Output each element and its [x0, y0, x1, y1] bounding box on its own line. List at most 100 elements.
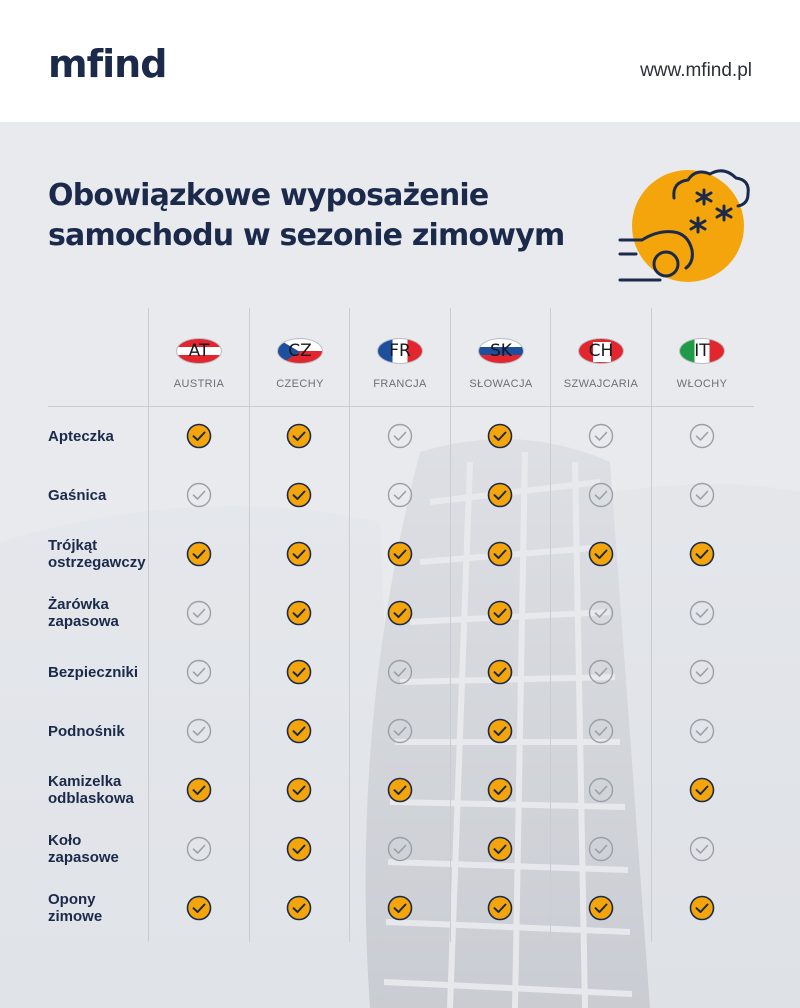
required-check-icon: [487, 659, 513, 685]
country-code: CH: [588, 341, 614, 361]
required-check-icon: [286, 541, 312, 567]
required-check-icon: [286, 895, 312, 921]
row-label-line: Żarówka: [48, 596, 109, 613]
country-code: SK: [490, 341, 512, 361]
column-divider: [249, 308, 250, 942]
country-name: SŁOWACJA: [469, 378, 533, 390]
country-slowacja: SK SŁOWACJA: [451, 338, 551, 390]
title-line-1: Obowiązkowe wyposażenie: [48, 178, 489, 213]
optional-check-icon: [588, 482, 614, 508]
row-label-line: Apteczka: [48, 427, 114, 445]
header-divider: [48, 406, 754, 407]
required-check-icon: [487, 718, 513, 744]
required-check-icon: [689, 777, 715, 803]
required-check-icon: [487, 423, 513, 449]
required-check-icon: [186, 423, 212, 449]
country-code: IT: [694, 341, 710, 361]
row-label: Kamizelka odblaskowa: [48, 773, 158, 807]
row-label-line: Trójkąt: [48, 537, 98, 554]
required-check-icon: [186, 541, 212, 567]
required-check-icon: [387, 777, 413, 803]
row-label: Żarówka zapasowa: [48, 596, 158, 630]
required-check-icon: [387, 541, 413, 567]
page-title: Obowiązkowe wyposażenie samochodu w sezo…: [48, 176, 565, 256]
required-check-icon: [689, 895, 715, 921]
required-check-icon: [286, 423, 312, 449]
country-austria: AT AUSTRIA: [149, 338, 249, 390]
row-label-line: zapasowa: [48, 613, 119, 630]
column-divider: [651, 308, 652, 942]
optional-check-icon: [186, 600, 212, 626]
country-code: FR: [389, 341, 411, 361]
site-url[interactable]: www.mfind.pl: [640, 60, 752, 81]
row-label-line: Kamizelka: [48, 773, 122, 790]
row-label: Apteczka: [48, 428, 158, 445]
row-label-line: ostrzegawczy: [48, 554, 146, 571]
required-check-icon: [588, 895, 614, 921]
flag-wlochy-icon: IT: [679, 338, 725, 364]
country-name: AUSTRIA: [173, 378, 225, 390]
country-name: CZECHY: [276, 378, 324, 390]
main-panel: Obowiązkowe wyposażenie samochodu w sezo…: [0, 122, 800, 1008]
required-check-icon: [487, 836, 513, 862]
required-check-icon: [387, 895, 413, 921]
row-label-line: Podnośnik: [48, 722, 125, 740]
country-code: AT: [188, 341, 210, 361]
optional-check-icon: [387, 423, 413, 449]
flag-francja-icon: FR: [377, 338, 423, 364]
column-divider: [450, 308, 451, 942]
required-check-icon: [387, 600, 413, 626]
country-name: FRANCJA: [373, 378, 427, 390]
row-label-line: zimowe: [48, 908, 103, 925]
row-label-line: zapasowe: [48, 849, 119, 866]
optional-check-icon: [588, 659, 614, 685]
optional-check-icon: [689, 482, 715, 508]
required-check-icon: [286, 482, 312, 508]
row-label-line: Koło: [48, 832, 82, 849]
column-divider: [550, 308, 551, 942]
required-check-icon: [286, 718, 312, 744]
optional-check-icon: [588, 836, 614, 862]
optional-check-icon: [689, 836, 715, 862]
row-label: Gaśnica: [48, 487, 158, 504]
row-label: Bezpieczniki: [48, 664, 158, 681]
optional-check-icon: [588, 423, 614, 449]
required-check-icon: [487, 895, 513, 921]
flag-czechy-icon: CZ: [277, 338, 323, 364]
country-francja: FR FRANCJA: [350, 338, 450, 390]
country-name: WŁOCHY: [676, 378, 728, 390]
column-divider: [349, 308, 350, 942]
required-check-icon: [588, 541, 614, 567]
optional-check-icon: [588, 718, 614, 744]
required-check-icon: [186, 895, 212, 921]
row-label-line: Bezpieczniki: [48, 663, 139, 681]
flag-szwajcaria-icon: CH: [578, 338, 624, 364]
title-line-2: samochodu w sezonie zimowym: [48, 218, 565, 253]
row-label-line: Gaśnica: [48, 486, 107, 504]
optional-check-icon: [186, 718, 212, 744]
required-check-icon: [487, 600, 513, 626]
country-name: SZWAJCARIA: [563, 378, 639, 390]
optional-check-icon: [689, 659, 715, 685]
mfind-logo[interactable]: mfind: [48, 42, 167, 86]
optional-check-icon: [689, 718, 715, 744]
required-check-icon: [286, 836, 312, 862]
column-divider: [148, 308, 149, 942]
required-check-icon: [487, 777, 513, 803]
optional-check-icon: [186, 659, 212, 685]
optional-check-icon: [387, 836, 413, 862]
optional-check-icon: [689, 600, 715, 626]
row-label: Trójkąt ostrzegawczy: [48, 537, 158, 571]
required-check-icon: [689, 541, 715, 567]
required-check-icon: [186, 777, 212, 803]
optional-check-icon: [387, 718, 413, 744]
country-czechy: CZ CZECHY: [250, 338, 350, 390]
required-check-icon: [286, 777, 312, 803]
row-label-line: odblaskowa: [48, 790, 134, 807]
row-label: Opony zimowe: [48, 891, 158, 925]
optional-check-icon: [186, 482, 212, 508]
optional-check-icon: [588, 600, 614, 626]
winter-car-icon: [618, 169, 750, 282]
optional-check-icon: [186, 836, 212, 862]
flag-slowacja-icon: SK: [478, 338, 524, 364]
